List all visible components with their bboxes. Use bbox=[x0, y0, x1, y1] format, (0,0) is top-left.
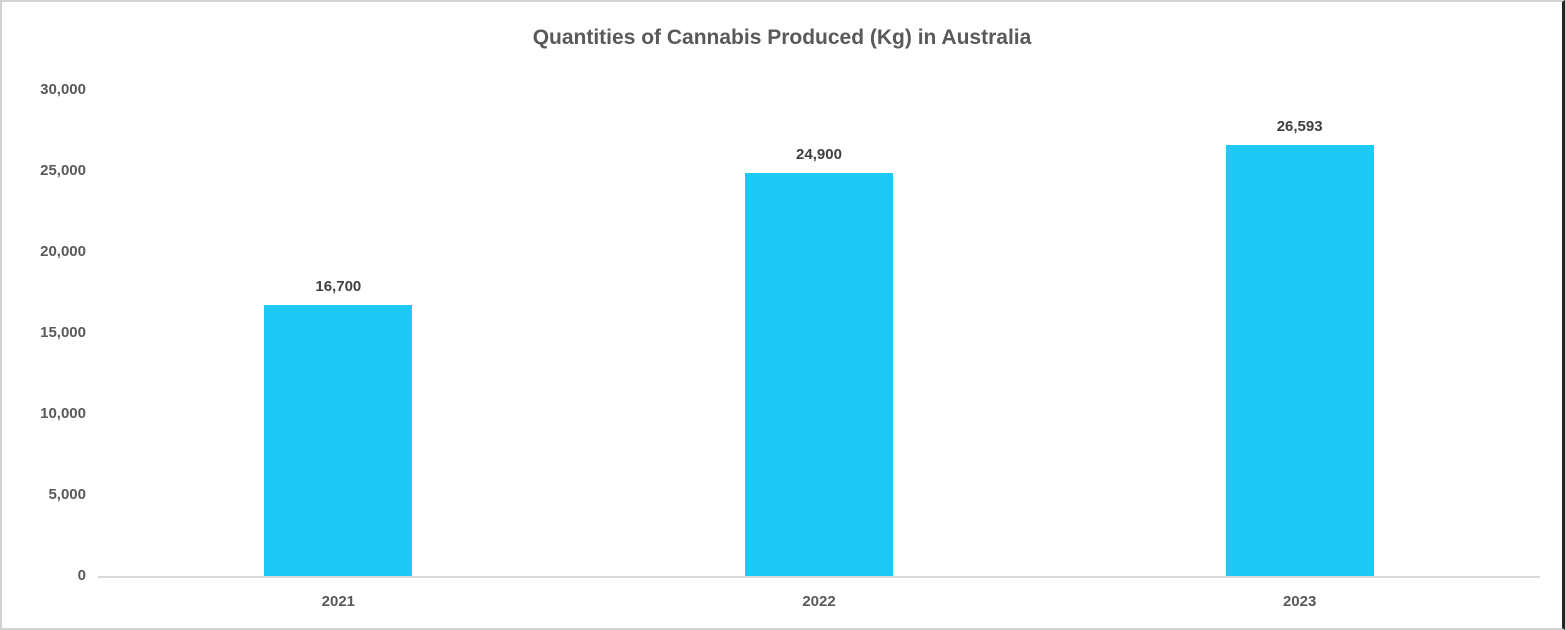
y-axis-tick-label: 0 bbox=[77, 567, 86, 584]
x-axis-tick-label: 2023 bbox=[1282, 593, 1317, 610]
y-axis-tick-label: 25,000 bbox=[40, 162, 86, 179]
bar-2023 bbox=[1225, 145, 1374, 576]
x-axis-tick-label: 2021 bbox=[321, 593, 356, 610]
y-axis-tick-label: 5,000 bbox=[48, 486, 86, 503]
y-axis-tick-label: 10,000 bbox=[40, 405, 86, 422]
plot-area: 0 5,000 10,000 15,000 20,000 25,000 30,000 16,… bbox=[40, 81, 1540, 584]
x-axis-tick-label: 2022 bbox=[802, 593, 836, 610]
y-axis-tick-label: 20,000 bbox=[40, 243, 86, 260]
bar-2021 bbox=[264, 305, 413, 576]
bar-value-label: 16,700 bbox=[315, 278, 362, 296]
y-axis-tick-label: 30,000 bbox=[40, 81, 86, 98]
x-axis-line bbox=[98, 576, 1540, 578]
bar-2022 bbox=[745, 172, 893, 576]
bar-value-label: 26,593 bbox=[1276, 118, 1323, 136]
chart-title: Quantities of Cannabis Produced (Kg) in … bbox=[532, 26, 1032, 49]
y-axis-tick-label: 15,000 bbox=[40, 324, 86, 341]
bar-value-label: 24,900 bbox=[796, 145, 842, 163]
